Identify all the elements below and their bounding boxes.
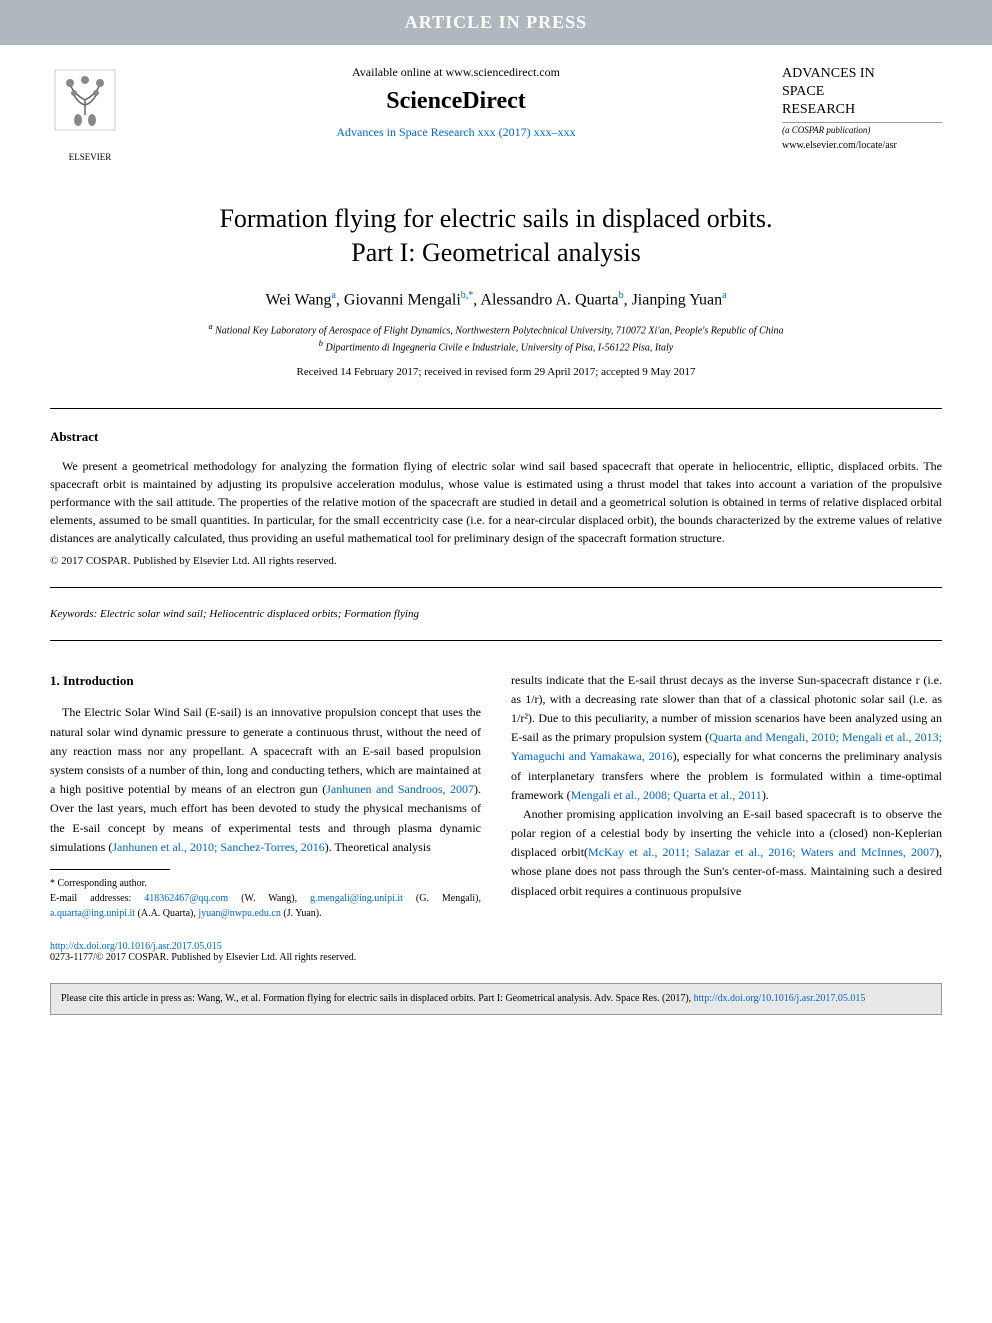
journal-url[interactable]: www.elsevier.com/locate/asr [782,140,942,151]
cospar-subtitle: (a COSPAR publication) [782,122,942,137]
elsevier-tree-icon [50,65,120,145]
affiliation-a: National Key Laboratory of Aerospace of … [215,325,783,336]
elsevier-logo: ELSEVIER [50,65,130,162]
intro-para-left: The Electric Solar Wind Sail (E-sail) is… [50,703,481,857]
divider-bottom [50,640,942,641]
email-1[interactable]: 418362467@qq.com [144,893,228,904]
divider-top [50,408,942,409]
header-area: ELSEVIER Available online at www.science… [0,45,992,172]
intro-text-1c: ). Theoretical analysis [325,840,431,854]
email-4[interactable]: jyuan@nwpu.edu.cn [198,908,281,919]
divider-mid [50,587,942,588]
citation-mckay-2011[interactable]: McKay et al., 2011; Salazar et al., 2016… [588,845,935,859]
citation-mengali-2008[interactable]: Mengali et al., 2008; Quarta et al., 201… [571,788,762,802]
issn-copyright: 0273-1177/© 2017 COSPAR. Published by El… [50,952,942,963]
corresponding-author-note: * Corresponding author. [50,876,481,891]
citation-box: Please cite this article in press as: Wa… [50,983,942,1015]
article-in-press-banner: ARTICLE IN PRESS [0,0,992,45]
authors-line: Wei Wanga, Giovanni Mengalib,*, Alessand… [60,290,932,309]
email-4-name: (J. Yuan) [283,908,319,919]
journal-name-line2: SPACE [782,83,942,101]
journal-brand: ADVANCES IN SPACE RESEARCH (a COSPAR pub… [782,65,942,151]
available-online-text: Available online at www.sciencedirect.co… [130,65,782,80]
intro-heading: 1. Introduction [50,671,481,692]
email-3[interactable]: a.quarta@ing.unipi.it [50,908,135,919]
doi-link[interactable]: http://dx.doi.org/10.1016/j.asr.2017.05.… [50,941,222,952]
author-3: Alessandro A. Quarta [480,291,618,308]
citation-janhunen-2010[interactable]: Janhunen et al., 2010; Sanchez-Torres, 2… [112,840,324,854]
article-dates: Received 14 February 2017; received in r… [60,366,932,378]
right-column: results indicate that the E-sail thrust … [511,671,942,921]
abstract-text: We present a geometrical methodology for… [50,457,942,547]
keywords-line: Keywords: Electric solar wind sail; Heli… [0,608,992,620]
email-2[interactable]: g.mengali@ing.unipi.it [310,893,403,904]
title-line2: Part I: Geometrical analysis [351,238,641,267]
citebox-doi-link[interactable]: http://dx.doi.org/10.1016/j.asr.2017.05.… [694,993,866,1004]
affiliation-b: Dipartimento di Ingegneria Civile e Indu… [325,343,673,354]
abstract-section: Abstract We present a geometrical method… [0,429,992,567]
elsevier-label: ELSEVIER [50,152,130,162]
intro-para-right-2: Another promising application involving … [511,805,942,901]
title-section: Formation flying for electric sails in d… [0,172,992,388]
left-column: 1. Introduction The Electric Solar Wind … [50,671,481,921]
sciencedirect-logo-text: ScienceDirect [130,88,782,115]
email-addresses: E-mail addresses: 418362467@qq.com (W. W… [50,891,481,921]
author-1-aff: a [331,290,335,301]
footnote-divider [50,869,170,870]
abstract-copyright: © 2017 COSPAR. Published by Elsevier Ltd… [50,555,942,567]
email-2-name: (G. Mengali) [416,893,479,904]
doi-section: http://dx.doi.org/10.1016/j.asr.2017.05.… [0,941,992,973]
author-3-aff: b [619,290,624,301]
email-label: E-mail addresses: [50,893,131,904]
author-4: Jianping Yuan [632,291,723,308]
title-line1: Formation flying for electric sails in d… [219,204,772,233]
body-two-column: 1. Introduction The Electric Solar Wind … [0,661,992,941]
abstract-heading: Abstract [50,429,942,445]
intro-text-2c: ). [762,788,769,802]
intro-para-right-1: results indicate that the E-sail thrust … [511,671,942,805]
affiliations: a National Key Laboratory of Aerospace o… [60,321,932,356]
author-1: Wei Wang [265,291,331,308]
author-4-aff: a [722,290,726,301]
journal-name-line3: RESEARCH [782,101,942,119]
author-2-aff: b,* [461,290,474,301]
email-1-name: (W. Wang) [241,893,295,904]
article-title: Formation flying for electric sails in d… [60,202,932,270]
citebox-text: Please cite this article in press as: Wa… [61,993,694,1004]
footnotes: * Corresponding author. E-mail addresses… [50,876,481,921]
citation-janhunen-2007[interactable]: Janhunen and Sandroos, 2007 [326,782,474,796]
author-2: Giovanni Mengali [344,291,461,308]
journal-name-line1: ADVANCES IN [782,65,942,83]
email-3-name: (A.A. Quarta) [138,908,194,919]
keywords-label: Keywords: [50,608,97,620]
journal-issue-link[interactable]: Advances in Space Research xxx (2017) xx… [130,125,782,140]
keywords-text: Electric solar wind sail; Heliocentric d… [100,608,419,620]
